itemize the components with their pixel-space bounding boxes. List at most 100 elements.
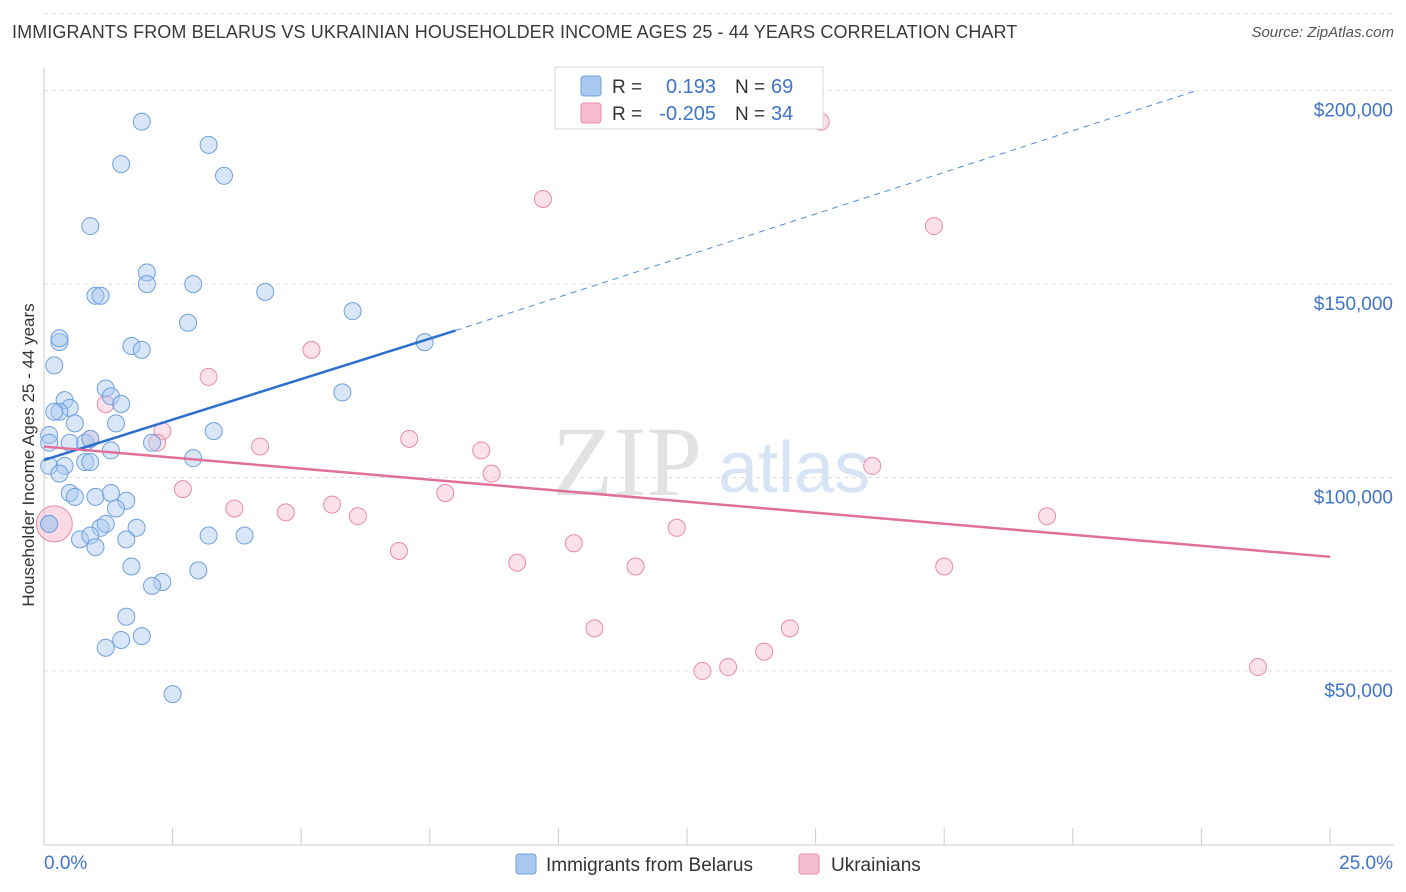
- belarus-point: [343, 302, 362, 321]
- legend-belarus-r-value: 0.193: [666, 76, 716, 98]
- ukrainians-points: [35, 112, 1267, 680]
- belarus-point: [101, 483, 120, 502]
- y-tick-label-2: $150,000: [1314, 294, 1393, 315]
- x-tick-label-min: 0.0%: [44, 853, 87, 874]
- ukrainians-point: [585, 619, 604, 638]
- belarus-point: [81, 453, 100, 472]
- ukrainians-point: [323, 495, 342, 514]
- belarus-point: [256, 282, 275, 301]
- belarus-point: [122, 557, 141, 576]
- belarus-point: [189, 561, 208, 580]
- ukrainians-point: [472, 441, 491, 460]
- belarus-point: [112, 395, 131, 414]
- ukrainians-point: [482, 464, 501, 483]
- belarus-point: [199, 135, 218, 154]
- legend-ukr-r-label: R =: [612, 104, 642, 125]
- ukrainians-point: [755, 642, 774, 661]
- bottom-legend-belarus: Immigrants from Belarus: [546, 855, 753, 876]
- ukrainians-point: [1248, 658, 1267, 677]
- ukrainians-point: [626, 557, 645, 576]
- belarus-point: [45, 356, 64, 375]
- y-tick-label-0: $50,000: [1324, 681, 1393, 702]
- legend-belarus-n-label: N =: [735, 77, 765, 98]
- belarus-point: [96, 514, 115, 533]
- belarus-point: [86, 487, 105, 506]
- watermark-atlas: atlas: [718, 428, 870, 508]
- ukrainians-point: [173, 480, 192, 499]
- belarus-point: [179, 313, 198, 332]
- ukrainians-trend-line: [43, 445, 1331, 559]
- belarus-point: [117, 607, 136, 626]
- belarus-point: [204, 422, 223, 441]
- ukrainians-point: [1038, 507, 1057, 526]
- belarus-point: [71, 530, 90, 549]
- ukrainians-point: [780, 619, 799, 638]
- legend-ukr-r-value: -0.205: [659, 103, 716, 125]
- belarus-point: [50, 333, 69, 352]
- ukrainians-point: [667, 518, 686, 537]
- ukrainians-point: [924, 217, 943, 236]
- belarus-point: [91, 286, 110, 305]
- belarus-point: [50, 464, 69, 483]
- y-tick-label-1: $100,000: [1314, 488, 1393, 509]
- legend-bottom: Immigrants from Belarus Ukrainians: [515, 853, 921, 876]
- belarus-point: [132, 340, 151, 359]
- belarus-point: [163, 685, 182, 704]
- belarus-trend-extension: [455, 90, 1197, 331]
- ukrainians-point: [348, 507, 367, 526]
- belarus-point: [122, 336, 141, 355]
- belarus-point: [143, 576, 162, 595]
- belarus-point: [143, 433, 162, 452]
- belarus-point: [101, 441, 120, 460]
- y-tick-label-3: $200,000: [1314, 101, 1393, 122]
- ukrainians-point: [251, 437, 270, 456]
- belarus-point: [112, 155, 131, 174]
- x-ticks: [43, 828, 1331, 845]
- ukrainians-point: [564, 534, 583, 553]
- belarus-point: [127, 518, 146, 537]
- belarus-point: [45, 402, 64, 421]
- ukrainians-point: [508, 553, 527, 572]
- ukrainians-point: [302, 340, 321, 359]
- legend-ukr-n-label: N =: [735, 104, 765, 125]
- belarus-point: [40, 514, 59, 533]
- belarus-point: [81, 526, 100, 545]
- trend-lines: [43, 90, 1331, 559]
- belarus-point: [86, 286, 105, 305]
- x-tick-label-max: 25.0%: [1339, 853, 1393, 874]
- y-tick-labels: $50,000 $100,000 $150,000 $200,000: [1314, 101, 1393, 702]
- ukrainians-point: [400, 429, 419, 448]
- ukrainians-point: [719, 658, 738, 677]
- ukrainians-point: [199, 367, 218, 386]
- legend-top: R = 0.193 N = 69 R = -0.205 N = 34: [554, 66, 824, 130]
- belarus-point: [117, 530, 136, 549]
- legend-belarus-n-value: 69: [771, 76, 793, 98]
- source-credit: Source: ZipAtlas.com: [1251, 24, 1394, 41]
- belarus-points: [40, 112, 434, 704]
- belarus-point: [132, 627, 151, 646]
- ukrainians-point: [533, 189, 552, 208]
- ukrainians-point: [35, 505, 73, 543]
- belarus-point: [50, 402, 69, 421]
- belarus-point: [235, 526, 254, 545]
- belarus-point: [112, 630, 131, 649]
- belarus-point: [40, 425, 59, 444]
- watermark-zip: ZIP: [552, 406, 702, 517]
- belarus-point: [132, 112, 151, 131]
- bottom-legend-swatch-ukrainians: [798, 853, 820, 875]
- belarus-point: [65, 487, 84, 506]
- ukrainians-point: [863, 456, 882, 475]
- ukrainians-point: [935, 557, 954, 576]
- belarus-point: [81, 217, 100, 236]
- chart-title: IMMIGRANTS FROM BELARUS VS UKRAINIAN HOU…: [12, 22, 1018, 42]
- belarus-point: [199, 526, 218, 545]
- ukrainians-point: [225, 499, 244, 518]
- belarus-point: [215, 166, 234, 185]
- ukrainians-point: [276, 503, 295, 522]
- legend-swatch-belarus: [580, 75, 602, 97]
- bottom-legend-swatch-belarus: [515, 853, 537, 875]
- legend-belarus-r-label: R =: [612, 77, 642, 98]
- ukrainians-point: [436, 483, 455, 502]
- ukrainians-point: [693, 661, 712, 680]
